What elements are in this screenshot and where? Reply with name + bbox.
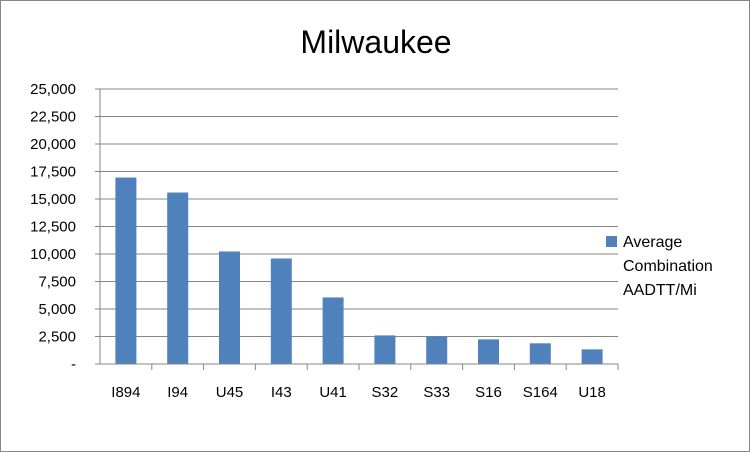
chart-title: Milwaukee (300, 24, 451, 60)
x-tick-label: S32 (372, 384, 399, 401)
bar-U45 (219, 251, 240, 364)
legend-label: Average (623, 234, 682, 251)
bar-I94 (167, 192, 189, 364)
y-tick-label: 15,000 (30, 191, 76, 208)
y-tick-label: 10,000 (30, 246, 76, 263)
y-tick-label: 2,500 (38, 329, 76, 346)
bar-U41 (322, 297, 344, 364)
y-tick-label: 20,000 (30, 136, 76, 153)
x-tick-label: S33 (423, 384, 450, 401)
y-tick-label: 25,000 (30, 81, 76, 98)
legend-label: Combination (623, 258, 713, 275)
x-tick-label: I94 (167, 384, 188, 401)
y-tick-label: 7,500 (38, 274, 76, 291)
x-tick-label: I894 (111, 384, 140, 401)
bar-I43 (270, 258, 292, 364)
bar-S32 (374, 335, 396, 364)
y-tick-label: 22,500 (30, 109, 76, 126)
bar-S164 (529, 343, 551, 364)
x-tick-label: U18 (578, 384, 606, 401)
y-tick-label: 17,500 (30, 164, 76, 181)
x-tick-label: I43 (271, 384, 292, 401)
y-tick-label: 5,000 (38, 301, 76, 318)
x-tick-label: S164 (523, 384, 558, 401)
bar-U18 (581, 349, 603, 364)
x-tick-label: U41 (319, 384, 347, 401)
x-tick-label: U45 (216, 384, 244, 401)
bar-S16 (478, 339, 499, 364)
y-tick-label: - (71, 356, 76, 373)
bar-S33 (426, 336, 448, 364)
bar-I894 (115, 177, 137, 364)
legend-swatch (606, 236, 617, 247)
y-tick-label: 12,500 (30, 219, 76, 236)
legend-label: AADTT/Mi (623, 282, 697, 299)
x-tick-label: S16 (475, 384, 502, 401)
